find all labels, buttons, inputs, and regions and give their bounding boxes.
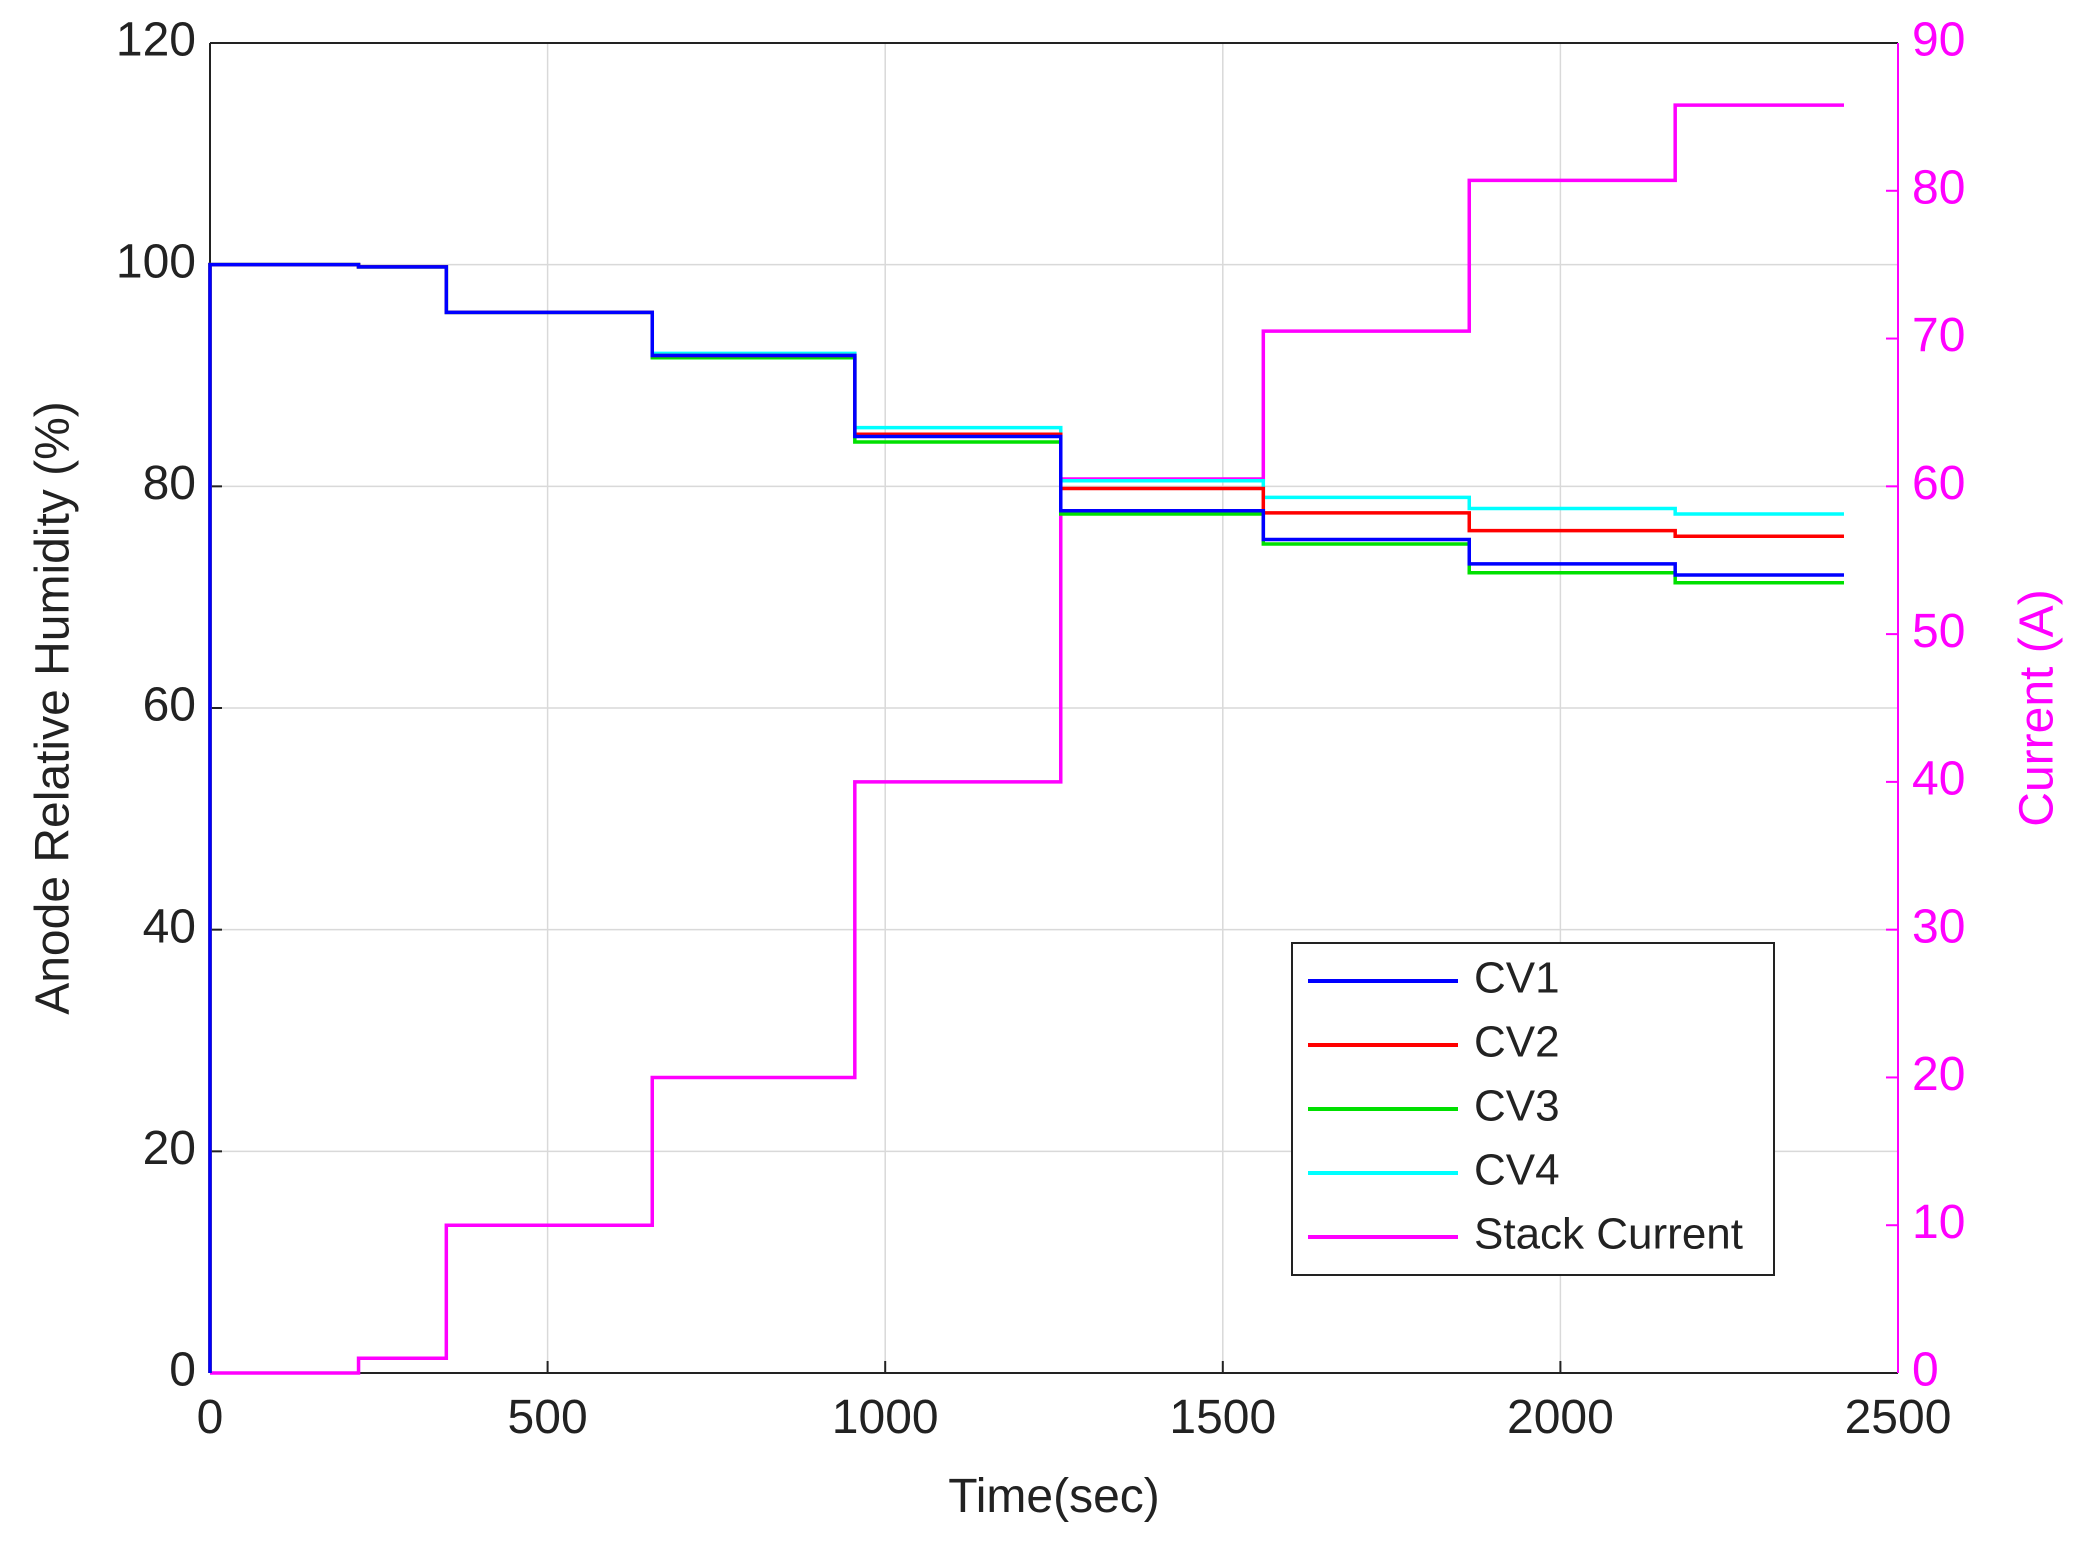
y-tick-label: 0	[169, 1344, 196, 1397]
y2-tick-label: 50	[1912, 605, 1965, 658]
x-tick-label: 2500	[1845, 1391, 1952, 1444]
x-axis-label: Time(sec)	[948, 1470, 1160, 1523]
legend-label: CV3	[1474, 1082, 1560, 1131]
legend: CV1 CV2 CV3 CV4 Stack Current	[1291, 942, 1775, 1276]
x-tick-label: 500	[508, 1391, 588, 1444]
y-tick-label: 60	[143, 679, 196, 732]
y2-tick-label: 70	[1912, 309, 1965, 362]
legend-label: CV4	[1474, 1146, 1560, 1195]
x-tick-label: 0	[197, 1391, 224, 1444]
legend-label: Stack Current	[1474, 1210, 1743, 1259]
y2-axis-label: Current (A)	[2011, 589, 2064, 826]
series-line	[208, 262, 1844, 1373]
x-tick-label: 1000	[832, 1391, 939, 1444]
y-tick-label: 100	[116, 235, 196, 288]
y2-tick-label: 90	[1912, 14, 1965, 67]
y-tick-label: 20	[143, 1122, 196, 1175]
legend-label: CV2	[1474, 1018, 1560, 1067]
y2-tick-label: 80	[1912, 161, 1965, 214]
y-tick-label: 120	[116, 14, 196, 67]
y2-tick-label: 0	[1912, 1344, 1939, 1397]
y2-tick-label: 60	[1912, 457, 1965, 510]
x-tick-label: 2000	[1507, 1391, 1614, 1444]
x-tick-label: 1500	[1169, 1391, 1276, 1444]
y2-tick-label: 40	[1912, 753, 1965, 806]
y2-tick-label: 10	[1912, 1196, 1965, 1249]
legend-label: CV1	[1474, 954, 1560, 1003]
y2-tick-label: 20	[1912, 1048, 1965, 1101]
y-tick-label: 40	[143, 900, 196, 953]
y-axis-label: Anode Relative Humidity (%)	[27, 401, 80, 1015]
y-tick-label: 80	[143, 457, 196, 510]
series-line	[210, 103, 1844, 1375]
y2-tick-label: 30	[1912, 900, 1965, 953]
